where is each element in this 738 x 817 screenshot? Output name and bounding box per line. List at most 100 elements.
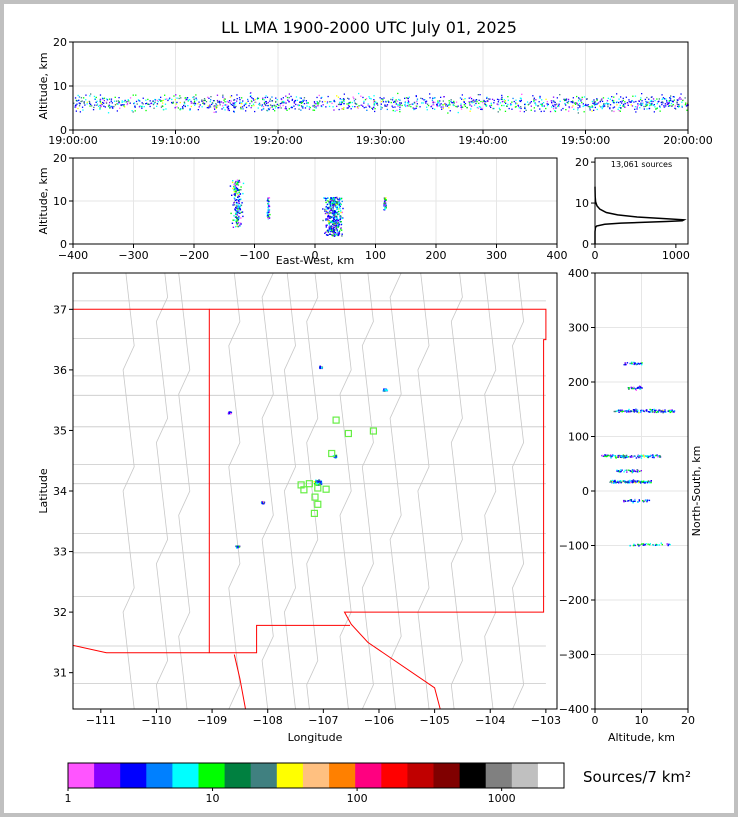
y-tick-label: 200 [568,376,589,389]
y-tick-label: 20 [53,152,67,165]
y-tick-label: 37 [53,303,67,316]
x-tick-label: −104 [475,714,505,727]
colorbar-swatch [485,763,513,788]
colorbar-swatch [459,763,487,788]
station-marker [297,481,305,489]
y-tick-label: 100 [568,431,589,444]
altitude-time-grid [72,41,689,131]
x-tick-label: 200 [426,249,447,262]
y-tick-label: −300 [559,649,589,662]
northsouth-grid [594,272,689,710]
x-tick-label: −100 [239,249,269,262]
colorbar-frame [67,762,565,789]
station-marker [369,427,377,435]
y-tick-label: 20 [575,156,589,169]
y-tick-label: 35 [53,424,67,437]
colorbar-swatch [198,763,226,788]
station-marker [314,484,322,492]
x-tick-label: 0 [312,249,319,262]
colorbar-swatch [537,763,565,788]
x-tick-label: 19:20:00 [253,134,302,147]
y-tick-label: 0 [582,485,589,498]
y-tick-label: 0 [582,238,589,251]
y-tick-label: 400 [568,267,589,280]
altitude-eastwest-grid [72,157,558,245]
x-tick-label: 100 [365,249,386,262]
x-tick-label: 10 [635,714,649,727]
x-axis-label: Altitude, km [608,731,675,744]
x-tick-label: −106 [364,714,394,727]
state-boundary-west [73,308,350,654]
state-boundary-east [209,308,547,709]
colorbar-swatch [250,763,278,788]
y-tick-label: 10 [53,195,67,208]
colorbar-tick-label: 100 [347,792,368,805]
y-tick-label: 300 [568,322,589,335]
y-tick-label: 0 [60,238,67,251]
x-tick-label: −200 [179,249,209,262]
x-tick-label: −109 [197,714,227,727]
x-tick-label: 300 [486,249,507,262]
y-axis-label: Altitude, km [37,167,50,234]
colorbar-units-label: Sources/7 km² [583,768,692,786]
x-tick-label: −111 [86,714,116,727]
colorbar-swatch [120,763,147,788]
y-axis-label: North-South, km [690,446,703,537]
colorbar-tick-label: 1000 [488,792,516,805]
altitude-histogram-line [594,186,687,244]
x-tick-label: 19:40:00 [458,134,507,147]
station-marker [310,509,318,517]
x-tick-label: 19:50:00 [561,134,610,147]
colorbar-swatch [68,763,95,788]
y-tick-label: 10 [53,80,67,93]
y-tick-label: −100 [559,540,589,553]
figure-frame [4,4,734,813]
state-boundary-south [73,644,210,654]
altitude-eastwest-sources [229,179,387,237]
x-tick-label: −103 [531,714,561,727]
colorbar-swatch [94,763,121,788]
northsouth-sources [601,361,676,547]
x-tick-label: −300 [118,249,148,262]
plan-view-sources [227,365,389,549]
colorbar-swatch [302,763,330,788]
y-tick-label: −400 [559,703,589,716]
border-mexico [233,654,246,709]
colorbar-tick-label: 10 [206,792,220,805]
x-tick-label: 20 [681,714,695,727]
x-tick-label: −105 [419,714,449,727]
y-axis-label: Latitude [37,468,50,514]
altitude-time-sources [73,92,689,114]
x-tick-label: −400 [58,249,88,262]
colorbar-tick-label: 1 [65,792,72,805]
station-marker [311,493,319,501]
y-tick-label: 32 [53,606,67,619]
station-marker [332,416,340,424]
station-marker [305,480,313,488]
colorbar-swatch [276,763,304,788]
y-tick-label: 36 [53,364,67,377]
source-count-annotation: 13,061 sources [611,160,672,169]
colorbar-swatch [224,763,252,788]
y-tick-label: 31 [53,667,67,680]
x-tick-label: 19:00:00 [48,134,97,147]
colorbar [68,763,565,788]
x-tick-label: 0 [592,249,599,262]
station-marker [322,485,330,493]
colorbar-swatch [407,763,434,788]
x-tick-label: −108 [253,714,283,727]
colorbar-swatch [355,763,382,788]
y-tick-label: 20 [53,36,67,49]
x-tick-label: −110 [141,714,171,727]
colorbar-swatch [381,763,408,788]
y-tick-label: 0 [60,124,67,137]
x-tick-label: 1000 [662,249,690,262]
x-axis-label: East-West, km [276,254,354,267]
y-tick-label: 10 [575,197,589,210]
county-boundaries [73,273,547,709]
colorbar-swatch [511,763,539,788]
figure-title: LL LMA 1900-2000 UTC July 01, 2025 [221,18,517,37]
x-tick-label: 0 [592,714,599,727]
x-tick-label: 20:00:00 [663,134,712,147]
